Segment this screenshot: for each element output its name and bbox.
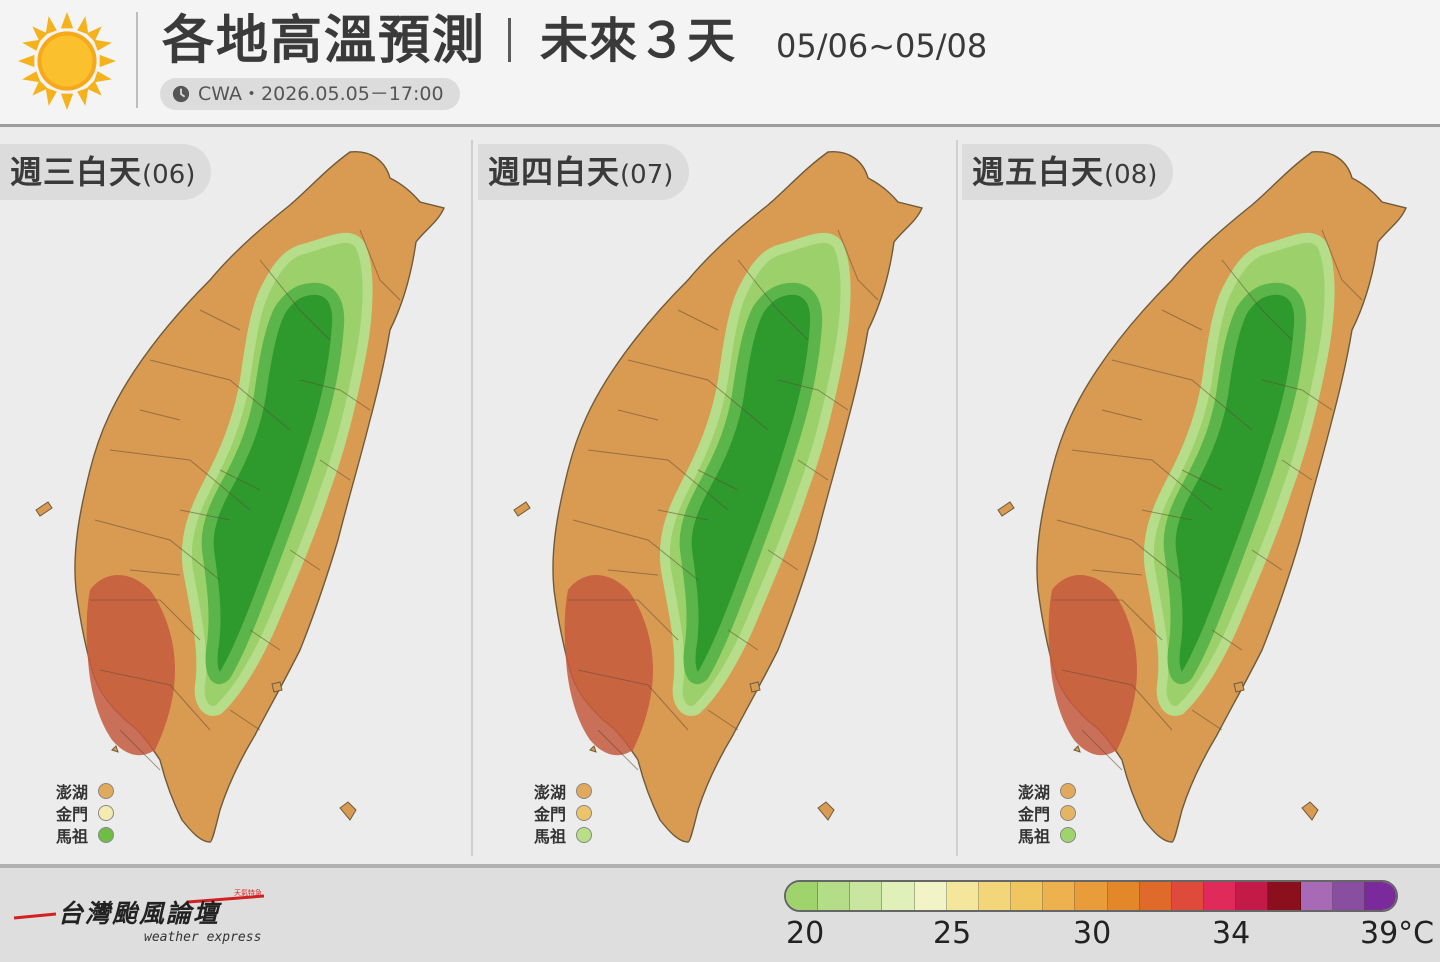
legend-color-cell bbox=[1139, 882, 1172, 910]
island-matsu: 馬祖 bbox=[56, 824, 114, 846]
outlying-islands: 澎湖 金門 馬祖 bbox=[56, 780, 114, 846]
legend-color-cell bbox=[1011, 882, 1044, 910]
day-number: (06) bbox=[142, 160, 196, 190]
island-penghu: 澎湖 bbox=[56, 780, 114, 802]
legend-tick: 20 bbox=[786, 916, 825, 951]
legend-color-cell bbox=[1268, 882, 1301, 910]
forecast-panel-fri: 週五白天(08) 澎湖 金門 馬祖 bbox=[962, 130, 1432, 856]
forecast-panel-wed: 週三白天(06) 澎湖 金門 馬祖 bbox=[0, 130, 470, 856]
sun-icon bbox=[18, 12, 116, 110]
legend-color-cell bbox=[1300, 882, 1333, 910]
legend-color-cell bbox=[1364, 882, 1396, 910]
island-kinmen: 金門 bbox=[56, 802, 114, 824]
brand-logo: 天氣特急 台灣颱風論壇 weather express bbox=[12, 888, 282, 952]
legend-tick: 34 bbox=[1212, 916, 1251, 951]
island-penghu: 澎湖 bbox=[1018, 780, 1076, 802]
island-matsu: 馬祖 bbox=[534, 824, 592, 846]
panel-divider bbox=[471, 140, 473, 856]
temperature-legend-bar bbox=[784, 880, 1398, 912]
legend-color-cell bbox=[914, 882, 947, 910]
day-name: 週五白天 bbox=[972, 153, 1105, 191]
taiwan-map-wed bbox=[0, 130, 470, 856]
date-range: 05/06~05/08 bbox=[776, 27, 988, 65]
legend-color-cell bbox=[1236, 882, 1269, 910]
legend-color-cell bbox=[818, 882, 851, 910]
island-temp-dot bbox=[1060, 783, 1076, 799]
page-subtitle: 未來３天 bbox=[540, 13, 737, 69]
legend-tick: 25 bbox=[933, 916, 972, 951]
panel-divider bbox=[956, 140, 958, 856]
legend-color-cell bbox=[1171, 882, 1205, 910]
island-kinmen: 金門 bbox=[1018, 802, 1076, 824]
island-temp-dot bbox=[1060, 805, 1076, 821]
legend-tick: 30 bbox=[1073, 916, 1112, 951]
legend-color-cell bbox=[1043, 882, 1076, 910]
header-divider bbox=[136, 12, 138, 108]
island-penghu: 澎湖 bbox=[534, 780, 592, 802]
day-number: (07) bbox=[620, 160, 674, 190]
day-label-thu: 週四白天(07) bbox=[478, 144, 690, 200]
taiwan-map-thu bbox=[478, 130, 948, 856]
day-name: 週三白天 bbox=[10, 153, 143, 191]
source-badge: CWA・2026.05.05－17:00 bbox=[160, 78, 460, 110]
forecast-panel-thu: 週四白天(07) 澎湖 金門 馬祖 bbox=[478, 130, 948, 856]
legend-color-cell bbox=[786, 882, 819, 910]
day-label-wed: 週三白天(06) bbox=[0, 144, 212, 200]
legend-color-cell bbox=[946, 882, 979, 910]
brand-tag: 天氣特急 bbox=[234, 889, 262, 897]
outlying-islands: 澎湖 金門 馬祖 bbox=[1018, 780, 1076, 846]
legend-color-cell bbox=[1075, 882, 1108, 910]
header: 各地高溫預測 未來３天 05/06~05/08 CWA・2026.05.05－1… bbox=[0, 0, 1440, 127]
island-temp-dot bbox=[576, 827, 592, 843]
island-matsu: 馬祖 bbox=[1018, 824, 1076, 846]
brand-swoosh bbox=[13, 894, 265, 920]
day-number: (08) bbox=[1104, 160, 1158, 190]
clock-icon bbox=[172, 85, 190, 103]
source-text: CWA・2026.05.05－17:00 bbox=[198, 83, 444, 105]
taiwan-map-fri bbox=[962, 130, 1432, 856]
island-temp-dot bbox=[98, 805, 114, 821]
legend-color-cell bbox=[1107, 882, 1140, 910]
day-label-fri: 週五白天(08) bbox=[962, 144, 1174, 200]
brand-name: 台灣颱風論壇 bbox=[58, 899, 221, 928]
island-temp-dot bbox=[98, 827, 114, 843]
legend-color-cell bbox=[882, 882, 915, 910]
page-title: 各地高溫預測 bbox=[162, 11, 487, 71]
brand-tagline: weather express bbox=[144, 930, 262, 945]
island-temp-dot bbox=[1060, 827, 1076, 843]
legend-color-cell bbox=[1204, 882, 1237, 910]
day-name: 週四白天 bbox=[488, 153, 621, 191]
island-temp-dot bbox=[576, 805, 592, 821]
island-kinmen: 金門 bbox=[534, 802, 592, 824]
title-separator bbox=[508, 18, 511, 62]
legend-tick: 39°C bbox=[1360, 916, 1435, 951]
island-temp-dot bbox=[98, 783, 114, 799]
legend-color-cell bbox=[978, 882, 1012, 910]
legend-color-cell bbox=[1332, 882, 1365, 910]
legend-color-cell bbox=[850, 882, 883, 910]
island-temp-dot bbox=[576, 783, 592, 799]
outlying-islands: 澎湖 金門 馬祖 bbox=[534, 780, 592, 846]
